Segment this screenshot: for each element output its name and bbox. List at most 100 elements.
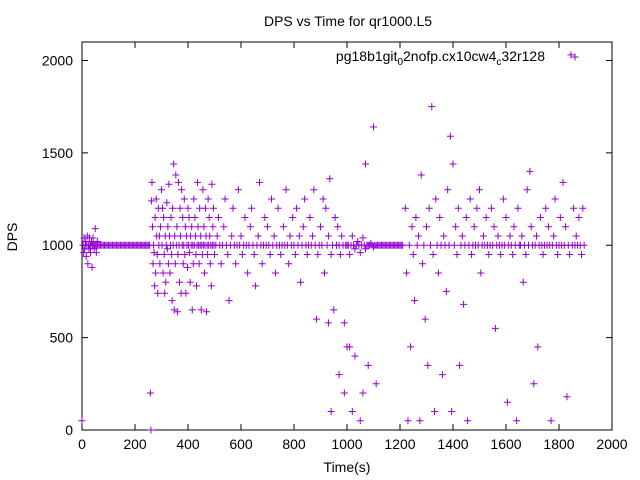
data-point [78, 417, 86, 425]
data-point [468, 250, 476, 258]
data-point [426, 241, 434, 249]
data-point [209, 223, 217, 231]
data-point [424, 361, 432, 369]
data-point [450, 241, 458, 249]
data-point [401, 204, 409, 212]
data-point [148, 223, 156, 231]
data-point [317, 223, 324, 231]
data-point [532, 232, 540, 240]
data-point [331, 214, 339, 222]
data-point [485, 250, 493, 258]
data-point [164, 223, 172, 231]
legend-label-part: c [496, 57, 501, 68]
data-point [303, 250, 311, 258]
data-point [340, 319, 348, 327]
data-point [408, 223, 416, 231]
data-point [199, 186, 207, 194]
data-point [156, 223, 164, 231]
x-tick-label: 0 [78, 436, 86, 452]
data-point [449, 160, 457, 168]
data-point [458, 232, 466, 240]
data-point [536, 214, 544, 222]
data-point [482, 214, 490, 222]
data-point [309, 232, 317, 240]
data-point [80, 249, 88, 257]
data-point [479, 232, 487, 240]
data-point [415, 232, 423, 240]
data-point [420, 241, 428, 249]
data-point [297, 278, 305, 286]
data-point [454, 204, 462, 212]
data-point [425, 204, 433, 212]
data-point [356, 249, 364, 257]
legend-label-part: 32r128 [501, 48, 545, 64]
data-point [404, 417, 412, 425]
data-point [324, 319, 332, 327]
data-point [147, 197, 155, 205]
data-point [490, 223, 498, 231]
data-point [430, 408, 438, 416]
data-point [466, 195, 474, 203]
x-tick-label: 1800 [543, 436, 574, 452]
data-point [204, 250, 212, 258]
data-point [192, 282, 200, 290]
data-point [519, 278, 527, 286]
data-point [544, 223, 552, 231]
data-point [176, 204, 184, 212]
y-axis-label: DPS [4, 223, 20, 252]
data-point [539, 250, 547, 258]
x-tick-label: 600 [229, 436, 253, 452]
data-point [547, 417, 555, 425]
data-point [476, 186, 483, 194]
data-point [82, 252, 90, 260]
x-tick-label: 400 [176, 436, 200, 452]
data-point [432, 195, 440, 203]
data-point [173, 223, 181, 231]
data-point [438, 371, 446, 379]
legend-marker [571, 53, 579, 61]
y-tick-label: 1500 [42, 145, 73, 161]
data-point [405, 241, 413, 249]
data-point [228, 232, 236, 240]
data-point [362, 160, 370, 168]
data-point [172, 171, 180, 179]
data-point [186, 278, 194, 286]
data-point [550, 232, 558, 240]
data-point [168, 297, 176, 305]
data-point [166, 269, 174, 277]
data-point [156, 260, 164, 268]
data-point [289, 214, 297, 222]
data-point [181, 223, 189, 231]
data-point [310, 186, 318, 194]
data-point [180, 195, 188, 203]
data-point [241, 214, 249, 222]
data-point [146, 389, 154, 397]
data-point [209, 204, 217, 212]
data-point [188, 223, 196, 231]
data-point [570, 204, 578, 212]
data-point [246, 223, 254, 231]
data-point [163, 245, 171, 253]
data-point [256, 178, 264, 186]
data-point [271, 269, 279, 277]
data-point [330, 306, 338, 314]
legend-label-part: 2nofp.cx10cw4 [403, 48, 497, 64]
data-point [421, 315, 429, 323]
data-point [562, 223, 570, 231]
data-point [407, 343, 415, 351]
data-point [513, 417, 521, 425]
data-point [200, 223, 208, 231]
data-point [301, 195, 309, 203]
data-point [416, 417, 424, 425]
data-point [428, 103, 436, 111]
data-point [429, 250, 437, 258]
data-point [93, 238, 101, 246]
data-point [92, 249, 100, 257]
data-point [211, 250, 218, 258]
x-tick-label: 800 [282, 436, 306, 452]
data-point [89, 234, 97, 242]
data-point [84, 260, 92, 268]
data-point [250, 250, 258, 258]
data-point [446, 132, 454, 140]
